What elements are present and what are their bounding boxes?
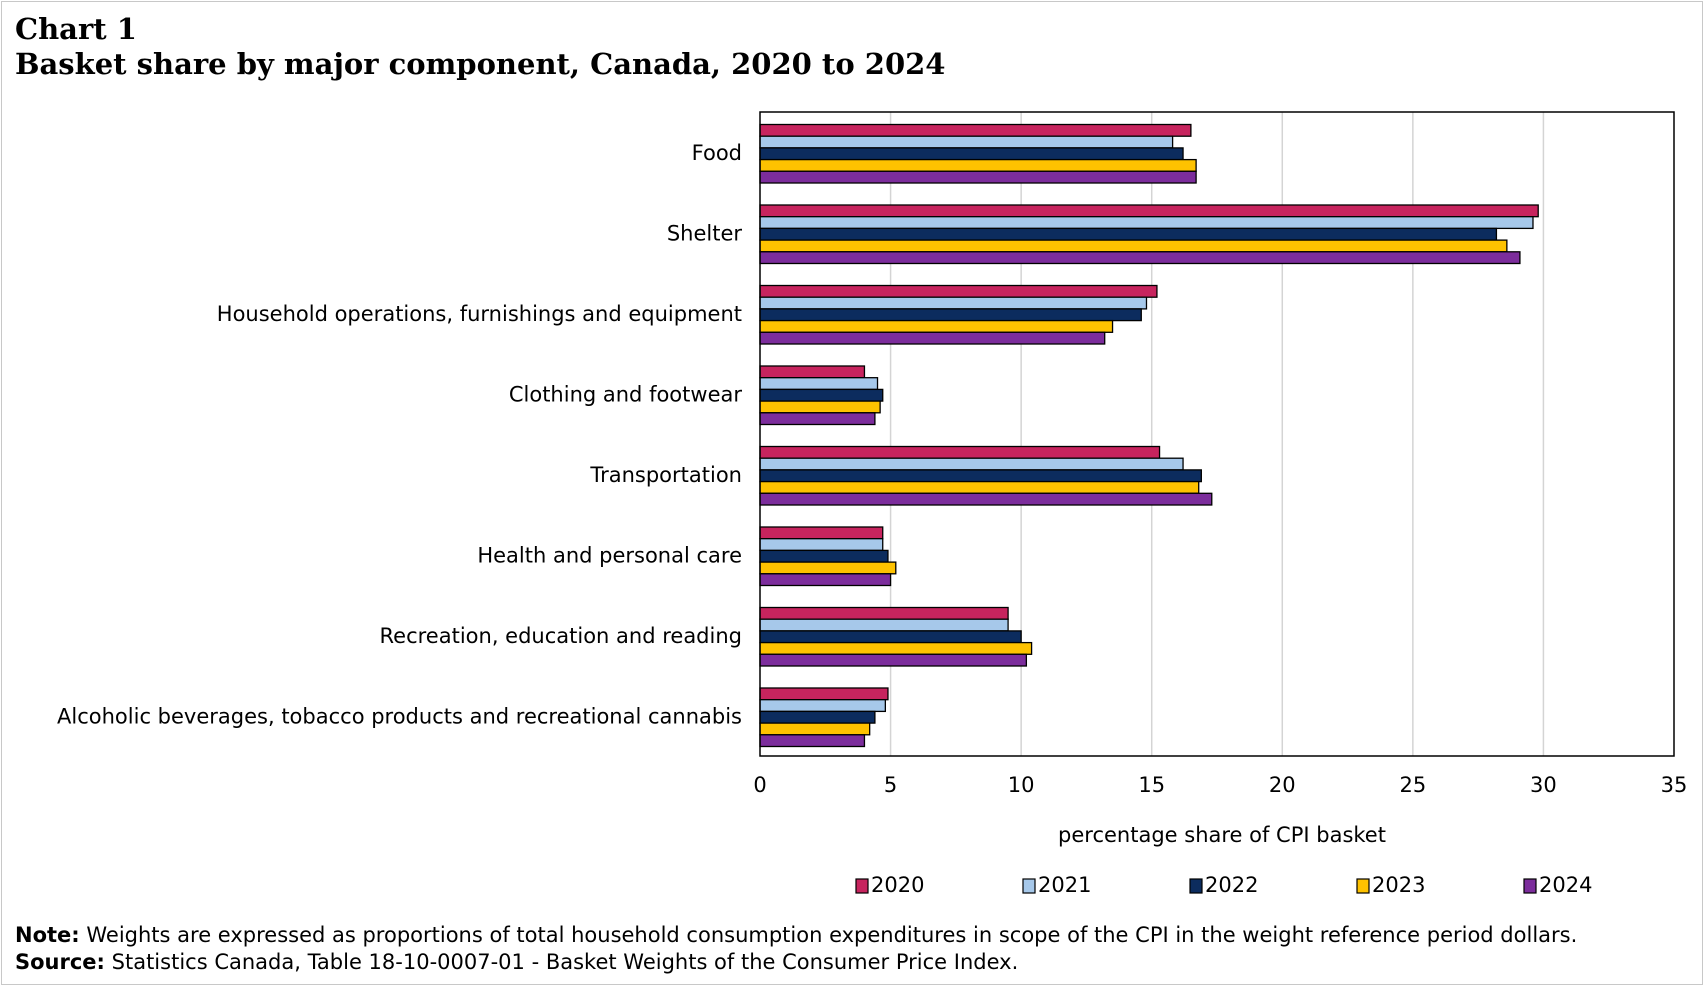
category-label: Food xyxy=(692,141,742,165)
x-tick-label: 10 xyxy=(1008,773,1035,797)
legend-label: 2024 xyxy=(1539,873,1592,897)
x-tick-label: 25 xyxy=(1399,773,1426,797)
bar-2024 xyxy=(759,412,876,426)
legend-item-2023: 2023 xyxy=(1356,873,1425,897)
chart-title: Basket share by major component, Canada,… xyxy=(15,47,946,81)
legend-swatch xyxy=(1022,878,1036,894)
category-label: Transportation xyxy=(589,463,742,487)
source-text: Statistics Canada, Table 18-10-0007-01 -… xyxy=(111,950,1019,974)
bar-group xyxy=(759,284,1158,345)
category-labels: Food Shelter Household operations, furnish… xyxy=(57,141,742,729)
x-tick-label: 35 xyxy=(1661,773,1688,797)
bar-2020 xyxy=(759,204,1539,218)
bar-2024 xyxy=(759,331,1106,345)
bars xyxy=(759,123,1539,748)
legend-swatch xyxy=(1356,878,1370,894)
bar-2023 xyxy=(759,239,1508,253)
legend: 2020 2021 2022 2023 2024 xyxy=(855,873,1592,897)
bar-2023 xyxy=(759,641,1033,655)
legend-item-2022: 2022 xyxy=(1189,873,1258,897)
category-label: Recreation, education and reading xyxy=(380,624,742,648)
bar-2020 xyxy=(759,284,1158,298)
bar-2023 xyxy=(759,480,1200,494)
legend-label: 2021 xyxy=(1038,873,1091,897)
bar-group xyxy=(759,606,1033,667)
bar-2023 xyxy=(759,400,881,414)
bar-2020 xyxy=(759,365,866,379)
chart-number: Chart 1 xyxy=(15,12,137,46)
legend-swatch xyxy=(1523,878,1537,894)
bar-2020 xyxy=(759,123,1192,137)
x-tick-label: 20 xyxy=(1269,773,1296,797)
x-tick-label: 0 xyxy=(753,773,766,797)
bar-2021 xyxy=(759,377,879,391)
bar-2024 xyxy=(759,734,866,748)
bar-2024 xyxy=(759,653,1028,667)
x-tick-label: 15 xyxy=(1138,773,1165,797)
bar-2021 xyxy=(759,216,1534,230)
bar-2020 xyxy=(759,606,1009,620)
bar-group xyxy=(759,123,1197,184)
chart-note: Note: Weights are expressed as proportio… xyxy=(15,923,1577,947)
legend-item-2024: 2024 xyxy=(1523,873,1592,897)
legend-item-2020: 2020 xyxy=(855,873,924,897)
bar-2021 xyxy=(759,538,884,552)
bar-2023 xyxy=(759,158,1197,172)
bar-2023 xyxy=(759,561,897,575)
bar-2022 xyxy=(759,147,1184,161)
bar-2022 xyxy=(759,710,876,724)
x-tick-label: 30 xyxy=(1530,773,1557,797)
bar-group xyxy=(759,445,1213,506)
bar-2022 xyxy=(759,630,1022,644)
x-axis-tick-labels: 0 5 10 15 20 25 30 35 xyxy=(753,773,1687,797)
bar-2024 xyxy=(759,492,1213,506)
x-axis-title: percentage share of CPI basket xyxy=(1058,823,1386,847)
category-label: Shelter xyxy=(667,221,743,245)
legend-label: 2023 xyxy=(1372,873,1425,897)
bar-group xyxy=(759,365,884,426)
bar-2021 xyxy=(759,699,886,713)
category-label: Household operations, furnishings and eq… xyxy=(217,302,742,326)
bar-2020 xyxy=(759,687,889,701)
legend-item-2021: 2021 xyxy=(1022,873,1091,897)
source-label: Source: xyxy=(15,950,105,974)
bar-2021 xyxy=(759,457,1184,471)
chart-source: Source: Statistics Canada, Table 18-10-0… xyxy=(15,950,1018,974)
note-text: Weights are expressed as proportions of … xyxy=(86,923,1578,947)
bar-2021 xyxy=(759,135,1174,149)
bar-2023 xyxy=(759,319,1114,333)
plot-area-border xyxy=(759,111,1675,757)
bar-2020 xyxy=(759,445,1161,459)
legend-label: 2022 xyxy=(1205,873,1258,897)
bar-2021 xyxy=(759,296,1148,310)
bar-2022 xyxy=(759,308,1142,322)
bar-group xyxy=(759,526,897,587)
bar-2020 xyxy=(759,526,884,540)
bar-2024 xyxy=(759,573,892,587)
legend-swatch xyxy=(855,878,869,894)
category-label: Alcoholic beverages, tobacco products an… xyxy=(57,704,742,728)
x-tick-label: 5 xyxy=(884,773,897,797)
legend-label: 2020 xyxy=(871,873,924,897)
bar-2022 xyxy=(759,227,1498,241)
bar-2021 xyxy=(759,618,1009,632)
bar-2024 xyxy=(759,251,1521,265)
bar-2022 xyxy=(759,388,884,402)
legend-swatch xyxy=(1189,878,1203,894)
category-label: Clothing and footwear xyxy=(509,382,743,406)
note-label: Note: xyxy=(15,923,80,947)
bar-2023 xyxy=(759,722,871,736)
category-label: Health and personal care xyxy=(477,543,742,567)
bar-2024 xyxy=(759,170,1197,184)
bar-2022 xyxy=(759,469,1202,483)
bar-2022 xyxy=(759,549,889,563)
bar-group xyxy=(759,687,889,748)
bar-group xyxy=(759,204,1539,265)
